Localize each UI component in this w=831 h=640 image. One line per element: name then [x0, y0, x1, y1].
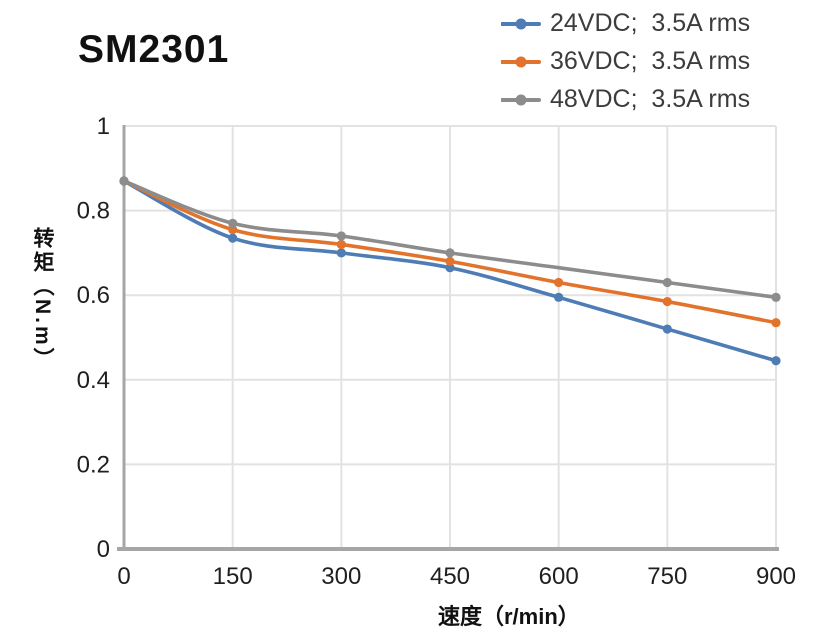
chart-title: SM2301: [78, 28, 230, 71]
data-point: [445, 256, 455, 266]
legend-label: 48VDC; 3.5A rms: [550, 85, 751, 113]
y-axis-title: 转矩（N.m）: [31, 227, 54, 372]
y-tick-label: 0.2: [77, 451, 110, 478]
data-point: [336, 231, 346, 241]
legend-item: 36VDC; 3.5A rms: [501, 46, 750, 77]
x-tick-label: 750: [647, 563, 687, 590]
data-point: [228, 233, 238, 243]
legend-line-marker-icon: [501, 56, 541, 67]
legend: 24VDC; 3.5A rms 36VDC; 3.5A rms 48VDC; 3.5…: [501, 8, 750, 115]
y-tick-label: 0.6: [77, 282, 110, 309]
legend-line-marker-icon: [501, 18, 541, 29]
data-point: [445, 248, 455, 258]
data-point: [445, 263, 455, 273]
y-tick-label: 0.4: [77, 367, 110, 394]
x-tick-label: 450: [430, 563, 470, 590]
x-tick-label: 600: [539, 563, 579, 590]
data-point: [771, 356, 781, 366]
data-point: [662, 277, 672, 288]
data-point: [554, 292, 564, 302]
x-tick-label: 900: [756, 563, 796, 590]
legend-label: 36VDC; 3.5A rms: [550, 47, 751, 75]
y-tick-label: 0: [97, 536, 110, 563]
legend-item: 24VDC; 3.5A rms: [501, 8, 750, 39]
data-point: [771, 292, 781, 302]
legend-label: 24VDC; 3.5A rms: [550, 9, 751, 37]
data-point: [554, 277, 564, 288]
data-point: [336, 248, 346, 258]
data-point: [336, 239, 346, 250]
legend-item: 48VDC; 3.5A rms: [501, 84, 750, 115]
x-axis-title: 速度（r/min）: [438, 604, 580, 629]
x-tick-label: 0: [117, 563, 130, 590]
data-point: [771, 318, 781, 328]
x-tick-label: 300: [321, 563, 361, 590]
y-tick-label: 1: [97, 113, 110, 140]
data-point: [228, 218, 238, 228]
x-tick-label: 150: [213, 563, 253, 590]
y-tick-label: 0.8: [77, 198, 110, 225]
data-point: [228, 225, 238, 235]
legend-line-marker-icon: [501, 94, 541, 105]
data-point: [662, 324, 672, 334]
data-point: [662, 296, 672, 307]
data-point: [119, 176, 129, 186]
